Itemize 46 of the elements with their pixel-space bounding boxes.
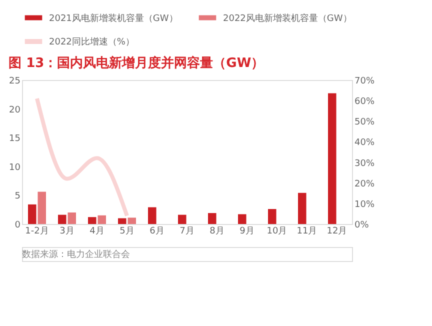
y-tick-label: 25 xyxy=(9,76,20,86)
y2-tick-label: 10% xyxy=(354,200,375,210)
bar xyxy=(328,93,336,224)
y-tick-label: 5 xyxy=(14,192,20,202)
bar xyxy=(208,213,216,224)
bar xyxy=(58,214,66,224)
bar xyxy=(298,192,306,224)
chart-title: 图 13：国内风电新增月度并网容量（GW） xyxy=(8,55,264,71)
bar xyxy=(268,209,276,224)
y2-tick-label: 0% xyxy=(354,220,370,230)
x-tick-label: 8月 xyxy=(210,226,224,236)
y-tick-label: 0 xyxy=(14,220,21,230)
y-tick-label: 20 xyxy=(9,105,21,116)
bar xyxy=(68,212,76,224)
bar xyxy=(118,218,126,224)
x-tick-label: 11月 xyxy=(296,226,318,236)
x-tick-label: 6月 xyxy=(150,226,164,236)
y2-tick-label: 50% xyxy=(354,118,375,128)
bar xyxy=(38,192,46,224)
legend-label: 2021风电新增装机容量（GW） xyxy=(49,12,178,24)
bar xyxy=(28,204,36,224)
y2-tick-label: 30% xyxy=(354,158,375,169)
x-tick-label: 4月 xyxy=(90,226,104,236)
legend-label: 2022风电新增装机容量（GW） xyxy=(223,12,352,24)
y-tick-label: 10 xyxy=(9,162,21,173)
y-tick-label: 15 xyxy=(9,134,20,144)
bar xyxy=(238,214,246,224)
line-series xyxy=(35,96,129,218)
x-tick-label: 1-2月 xyxy=(25,226,49,236)
x-tick-label: 7月 xyxy=(180,226,194,236)
x-tick-label: 12月 xyxy=(326,226,348,236)
bar xyxy=(98,215,106,224)
bar xyxy=(148,207,156,224)
y2-tick-label: 60% xyxy=(354,97,375,108)
bar xyxy=(178,214,186,224)
x-tick-label: 10月 xyxy=(266,226,288,236)
legend-label: 2022同比增速（%） xyxy=(49,36,134,48)
source-note: 数据来源：电力企业联合会 xyxy=(22,249,130,260)
bar xyxy=(128,218,136,224)
x-tick-label: 5月 xyxy=(120,226,134,236)
y2-tick-label: 20% xyxy=(354,179,375,190)
y2-tick-label: 70% xyxy=(354,76,375,86)
x-tick-label: 9月 xyxy=(240,226,254,236)
x-tick-label: 3月 xyxy=(60,226,74,236)
y2-tick-label: 40% xyxy=(354,138,375,148)
bar xyxy=(88,217,96,224)
